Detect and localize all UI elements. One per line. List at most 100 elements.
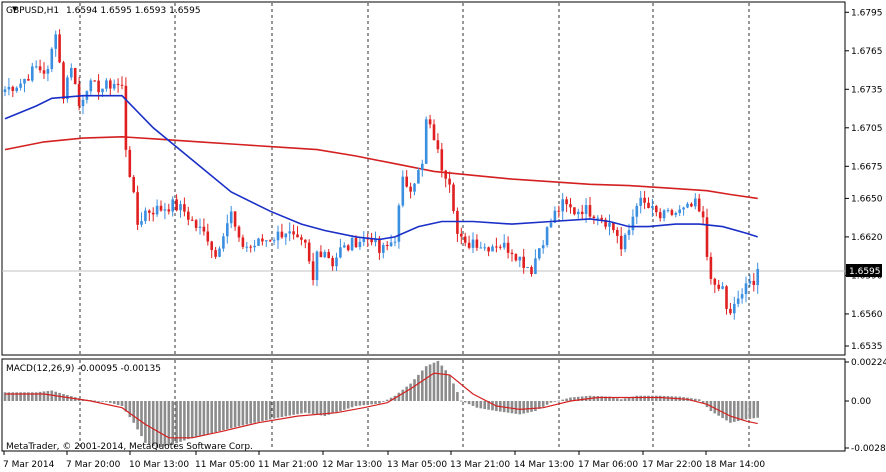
macd-bar (300, 401, 303, 414)
candle (538, 248, 541, 261)
macd-bar (19, 392, 22, 401)
candle (705, 208, 709, 261)
macd-bar (105, 401, 108, 402)
macd-bar (31, 392, 34, 401)
macd-bar (144, 401, 147, 443)
candle (444, 169, 447, 188)
candle (514, 253, 518, 262)
macd-bar (229, 401, 233, 429)
candle (179, 200, 182, 218)
candle (148, 209, 151, 222)
candle (534, 249, 537, 275)
macd-bar (487, 401, 490, 410)
macd-histogram (3, 360, 759, 448)
candle (674, 211, 678, 218)
macd-bar (370, 401, 373, 405)
macd-bar (327, 401, 330, 415)
time-label: 10 Mar 13:00 (129, 460, 189, 470)
candle (268, 239, 272, 243)
candle (725, 285, 728, 315)
candle (190, 216, 194, 221)
macd-bar (506, 401, 510, 413)
macd-bar (725, 401, 728, 421)
candle (323, 249, 327, 259)
candle (124, 77, 128, 158)
candle (167, 203, 171, 215)
candle (132, 175, 135, 194)
macd-bar (265, 401, 268, 421)
candle (7, 78, 11, 96)
macd-bar (23, 392, 26, 401)
candle (222, 233, 225, 252)
current-price-label: 1.6595 (846, 264, 882, 277)
macd-bar (534, 401, 537, 412)
time-label: 13 Mar 05:00 (387, 460, 447, 470)
candle (733, 296, 736, 320)
macd-bar (701, 401, 705, 404)
macd-bar (42, 391, 46, 401)
candle (678, 205, 681, 217)
candle (241, 234, 245, 250)
macd-bar (249, 401, 252, 424)
candle (495, 237, 498, 253)
time-label: 7 Mar 2014 (3, 460, 55, 470)
macd-bar (608, 396, 611, 401)
macd-bar (343, 401, 346, 410)
candle (249, 244, 252, 253)
candle (756, 262, 759, 294)
macd-bar (600, 396, 603, 401)
candle (612, 222, 615, 233)
candle (214, 246, 217, 260)
candle (577, 208, 580, 219)
macd-bar (222, 401, 225, 431)
candle (300, 234, 303, 246)
macd-label: MACD(12,26,9) -0.00095 -0.00135 (6, 364, 161, 374)
macd-bar (733, 401, 736, 422)
macd-bar (50, 390, 54, 401)
candle (331, 255, 334, 271)
candle (19, 78, 22, 91)
candle (70, 63, 73, 81)
candle (526, 266, 529, 269)
ma-slow-line (4, 135, 758, 200)
candle (343, 242, 346, 249)
candle (631, 209, 635, 236)
candle (588, 197, 592, 219)
macd-bar (112, 401, 116, 404)
price-pane[interactable]: GBPUSD,H1 1.6594 1.6595 1.6593 1.6595 ▼ (1, 1, 846, 356)
macd-bar (120, 401, 124, 407)
macd-time-grid-lines (79, 360, 750, 450)
macd-bar (101, 401, 104, 402)
candle (89, 78, 93, 95)
macd-bar (198, 401, 202, 436)
candle (175, 194, 178, 212)
collapse-triangle-icon[interactable]: ▼ (12, 5, 18, 13)
macd-bar (354, 401, 358, 407)
chart-header: GBPUSD,H1 1.6594 1.6595 1.6593 1.6595 (6, 6, 201, 16)
price-tick-label: 1.6620 (851, 233, 883, 243)
macd-tick-label: 0.00224 (851, 358, 886, 368)
candle (385, 241, 389, 251)
candle (717, 279, 720, 292)
candle (46, 65, 50, 82)
candle (639, 191, 642, 214)
time-axis: 7 Mar 2014 7 Mar 20:00 10 Mar 13:00 11 Mar … (3, 451, 765, 470)
macd-bar (526, 401, 529, 413)
macd-bar (128, 401, 132, 418)
macd-pane[interactable]: MACD(12,26,9) -0.00095 -0.00135 MetaTrad… (1, 358, 846, 452)
candle (382, 242, 385, 259)
candle (11, 85, 15, 98)
candle (541, 240, 545, 254)
candle (253, 239, 256, 252)
macd-bar (440, 365, 444, 401)
macd-bar (218, 401, 221, 432)
macd-bar (428, 364, 432, 401)
macd-bar (350, 401, 354, 408)
candle (616, 227, 619, 244)
macd-bar (538, 401, 541, 409)
candle (339, 238, 342, 259)
macd-bar (619, 399, 623, 401)
candle (346, 244, 350, 252)
macd-bar (421, 370, 424, 401)
